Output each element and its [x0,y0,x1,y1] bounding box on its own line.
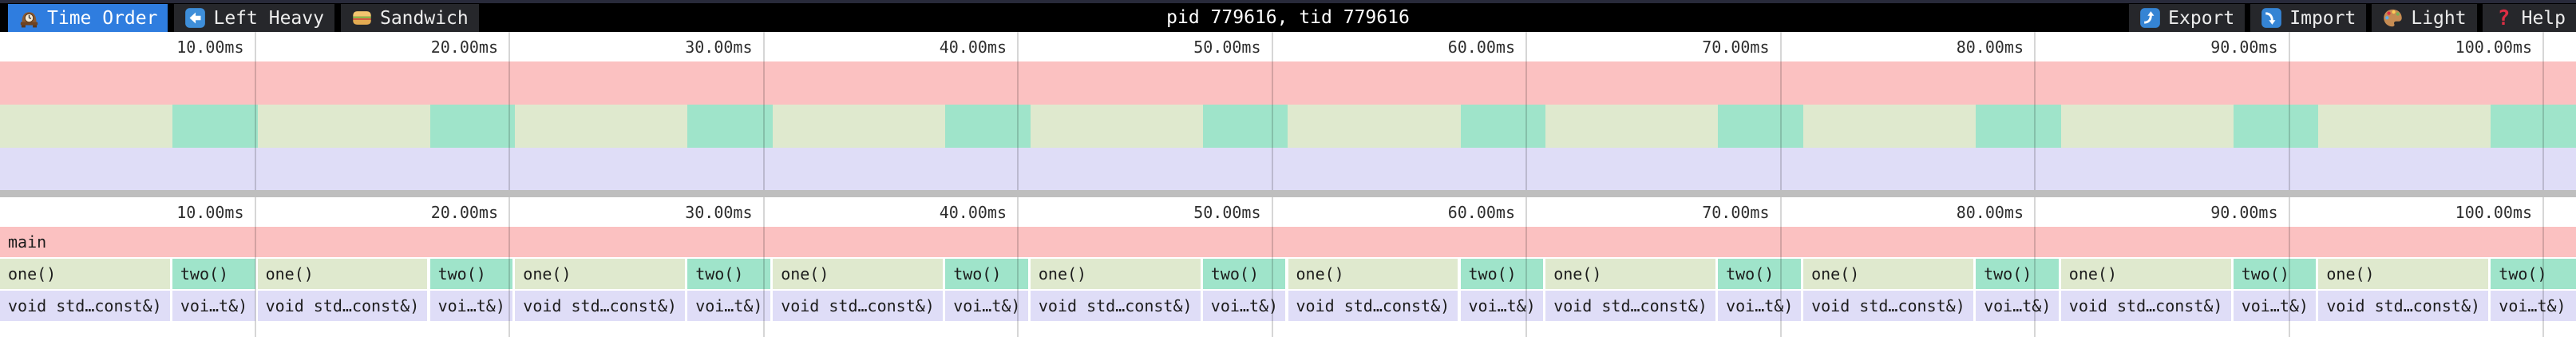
help-button[interactable]: ? Help [2482,4,2576,32]
frame-voi-t[interactable]: voi…t&) [1976,291,2059,321]
frame-two[interactable]: two() [1202,259,1286,289]
minimap-two-segment [1202,105,1288,148]
frame-void-std-const[interactable]: void std…const&) [1803,291,1973,321]
minimap-band-main [0,61,2576,105]
toolbar: Time Order Left Heavy Sandwich pid 779616,… [0,0,2576,32]
frame-two[interactable]: two() [429,259,513,289]
minimap-two-segment [1460,105,1546,148]
tab-left-heavy[interactable]: Left Heavy [174,4,334,32]
frame-void-std-const[interactable]: void std…const&) [2318,291,2489,321]
view-tabs: Time Order Left Heavy Sandwich [8,4,479,32]
frame-voi-t[interactable]: voi…t&) [1202,291,1286,321]
sandwich-icon [351,7,373,29]
flamegraph-ruler [0,197,2576,227]
clock-icon [18,7,40,29]
minimap-band-depth2 [0,148,2576,190]
frame-two[interactable]: two() [1718,259,1802,289]
frame-two[interactable]: two() [945,259,1028,289]
left-arrow-icon [184,7,206,29]
time-tick-label: 50.00ms [1193,38,1261,57]
frame-one[interactable]: one() [2318,259,2489,289]
time-tick-label: 20.00ms [430,38,498,57]
frame-one[interactable]: one() [1030,259,1201,289]
flamegraph-row-depth1: one() two() one() two() one() two() one() two()… [0,259,2576,289]
button-label: Export [2168,7,2235,29]
frame-voi-t[interactable]: voi…t&) [172,291,255,321]
button-label: Help [2521,7,2566,29]
frame-void-std-const[interactable]: void std…const&) [515,291,686,321]
light-button[interactable]: Light [2372,4,2477,32]
button-label: Light [2411,7,2467,29]
frame-one[interactable]: one() [2060,259,2231,289]
time-tick-label: 70.00ms [1702,38,1770,57]
frame-voi-t[interactable]: voi…t&) [1718,291,1802,321]
frame-two[interactable]: two() [687,259,771,289]
time-tick-label: 90.00ms [2210,38,2278,57]
frame-one[interactable]: one() [1803,259,1973,289]
frame-voi-t[interactable]: voi…t&) [429,291,513,321]
export-button[interactable]: Export [2129,4,2246,32]
frame-void-std-const[interactable]: void std…const&) [773,291,944,321]
svg-text:?: ? [2497,7,2510,29]
flamegraph-row-depth2: void std…const&) voi…t&) void std…const&) v… [0,291,2576,321]
time-tick-label: 60.00ms [1447,38,1515,57]
frame-one[interactable]: one() [515,259,686,289]
tab-label: Sandwich [379,7,469,29]
palette-icon [2382,7,2404,29]
frame-voi-t[interactable]: voi…t&) [1460,291,1544,321]
time-tick-label: 100.00ms [2455,38,2532,57]
time-tick-label: 30.00ms [685,38,753,57]
tab-sandwich[interactable]: Sandwich [340,4,479,32]
button-label: Import [2289,7,2356,29]
frame-void-std-const[interactable]: void std…const&) [0,291,170,321]
minimap-two-segment [2491,105,2576,148]
frame-main[interactable]: main [0,227,2576,257]
frame-two[interactable]: two() [2233,259,2317,289]
export-icon [2139,7,2161,29]
import-icon [2261,7,2282,29]
frame-voi-t[interactable]: voi…t&) [2233,291,2317,321]
minimap[interactable]: 10.00ms 20.00ms 30.00ms 40.00ms 50.00ms 60.00… [0,32,2576,190]
minimap-two-segment [429,105,516,148]
minimap-two-segment [1976,105,2061,148]
frame-one[interactable]: one() [1288,259,1458,289]
frame-one[interactable]: one() [0,259,170,289]
toolbar-top-strip [0,0,2576,3]
tab-label: Left Heavy [213,7,324,29]
frame-voi-t[interactable]: voi…t&) [945,291,1028,321]
frame-void-std-const[interactable]: void std…const&) [1288,291,1458,321]
tab-label: Time Order [47,7,158,29]
frame-voi-t[interactable]: voi…t&) [2491,291,2576,321]
minimap-band-depth1 [0,105,2576,148]
minimap-two-segment [172,105,258,148]
frame-void-std-const[interactable]: void std…const&) [257,291,428,321]
frame-void-std-const[interactable]: void std…const&) [1030,291,1201,321]
toolbar-actions: Export Import Light? Help [2129,4,2576,32]
frame-two[interactable]: two() [2491,259,2576,289]
minimap-two-segment [1718,105,1804,148]
import-button[interactable]: Import [2250,4,2367,32]
frame-two[interactable]: two() [1976,259,2059,289]
minimap-two-segment [945,105,1031,148]
flamegraph-row-depth0: main [0,227,2576,257]
frame-two[interactable]: two() [172,259,255,289]
frame-one[interactable]: one() [257,259,428,289]
frame-voi-t[interactable]: voi…t&) [687,291,771,321]
frame-two[interactable]: two() [1460,259,1544,289]
minimap-two-segment [2233,105,2319,148]
frame-void-std-const[interactable]: void std…const&) [2060,291,2231,321]
question-icon: ? [2493,7,2515,29]
time-tick-label: 10.00ms [176,38,244,57]
time-tick-label: 80.00ms [1956,38,2024,57]
flamegraph-canvas[interactable]: main one() two() one() two() one() two() one()… [0,197,2576,337]
frame-one[interactable]: one() [1545,259,1716,289]
minimap-two-segment [687,105,774,148]
time-tick-label: 40.00ms [939,38,1007,57]
frame-void-std-const[interactable]: void std…const&) [1545,291,1716,321]
frame-one[interactable]: one() [773,259,944,289]
tab-time-order[interactable]: Time Order [8,4,168,32]
minimap-splitter[interactable] [0,190,2576,197]
